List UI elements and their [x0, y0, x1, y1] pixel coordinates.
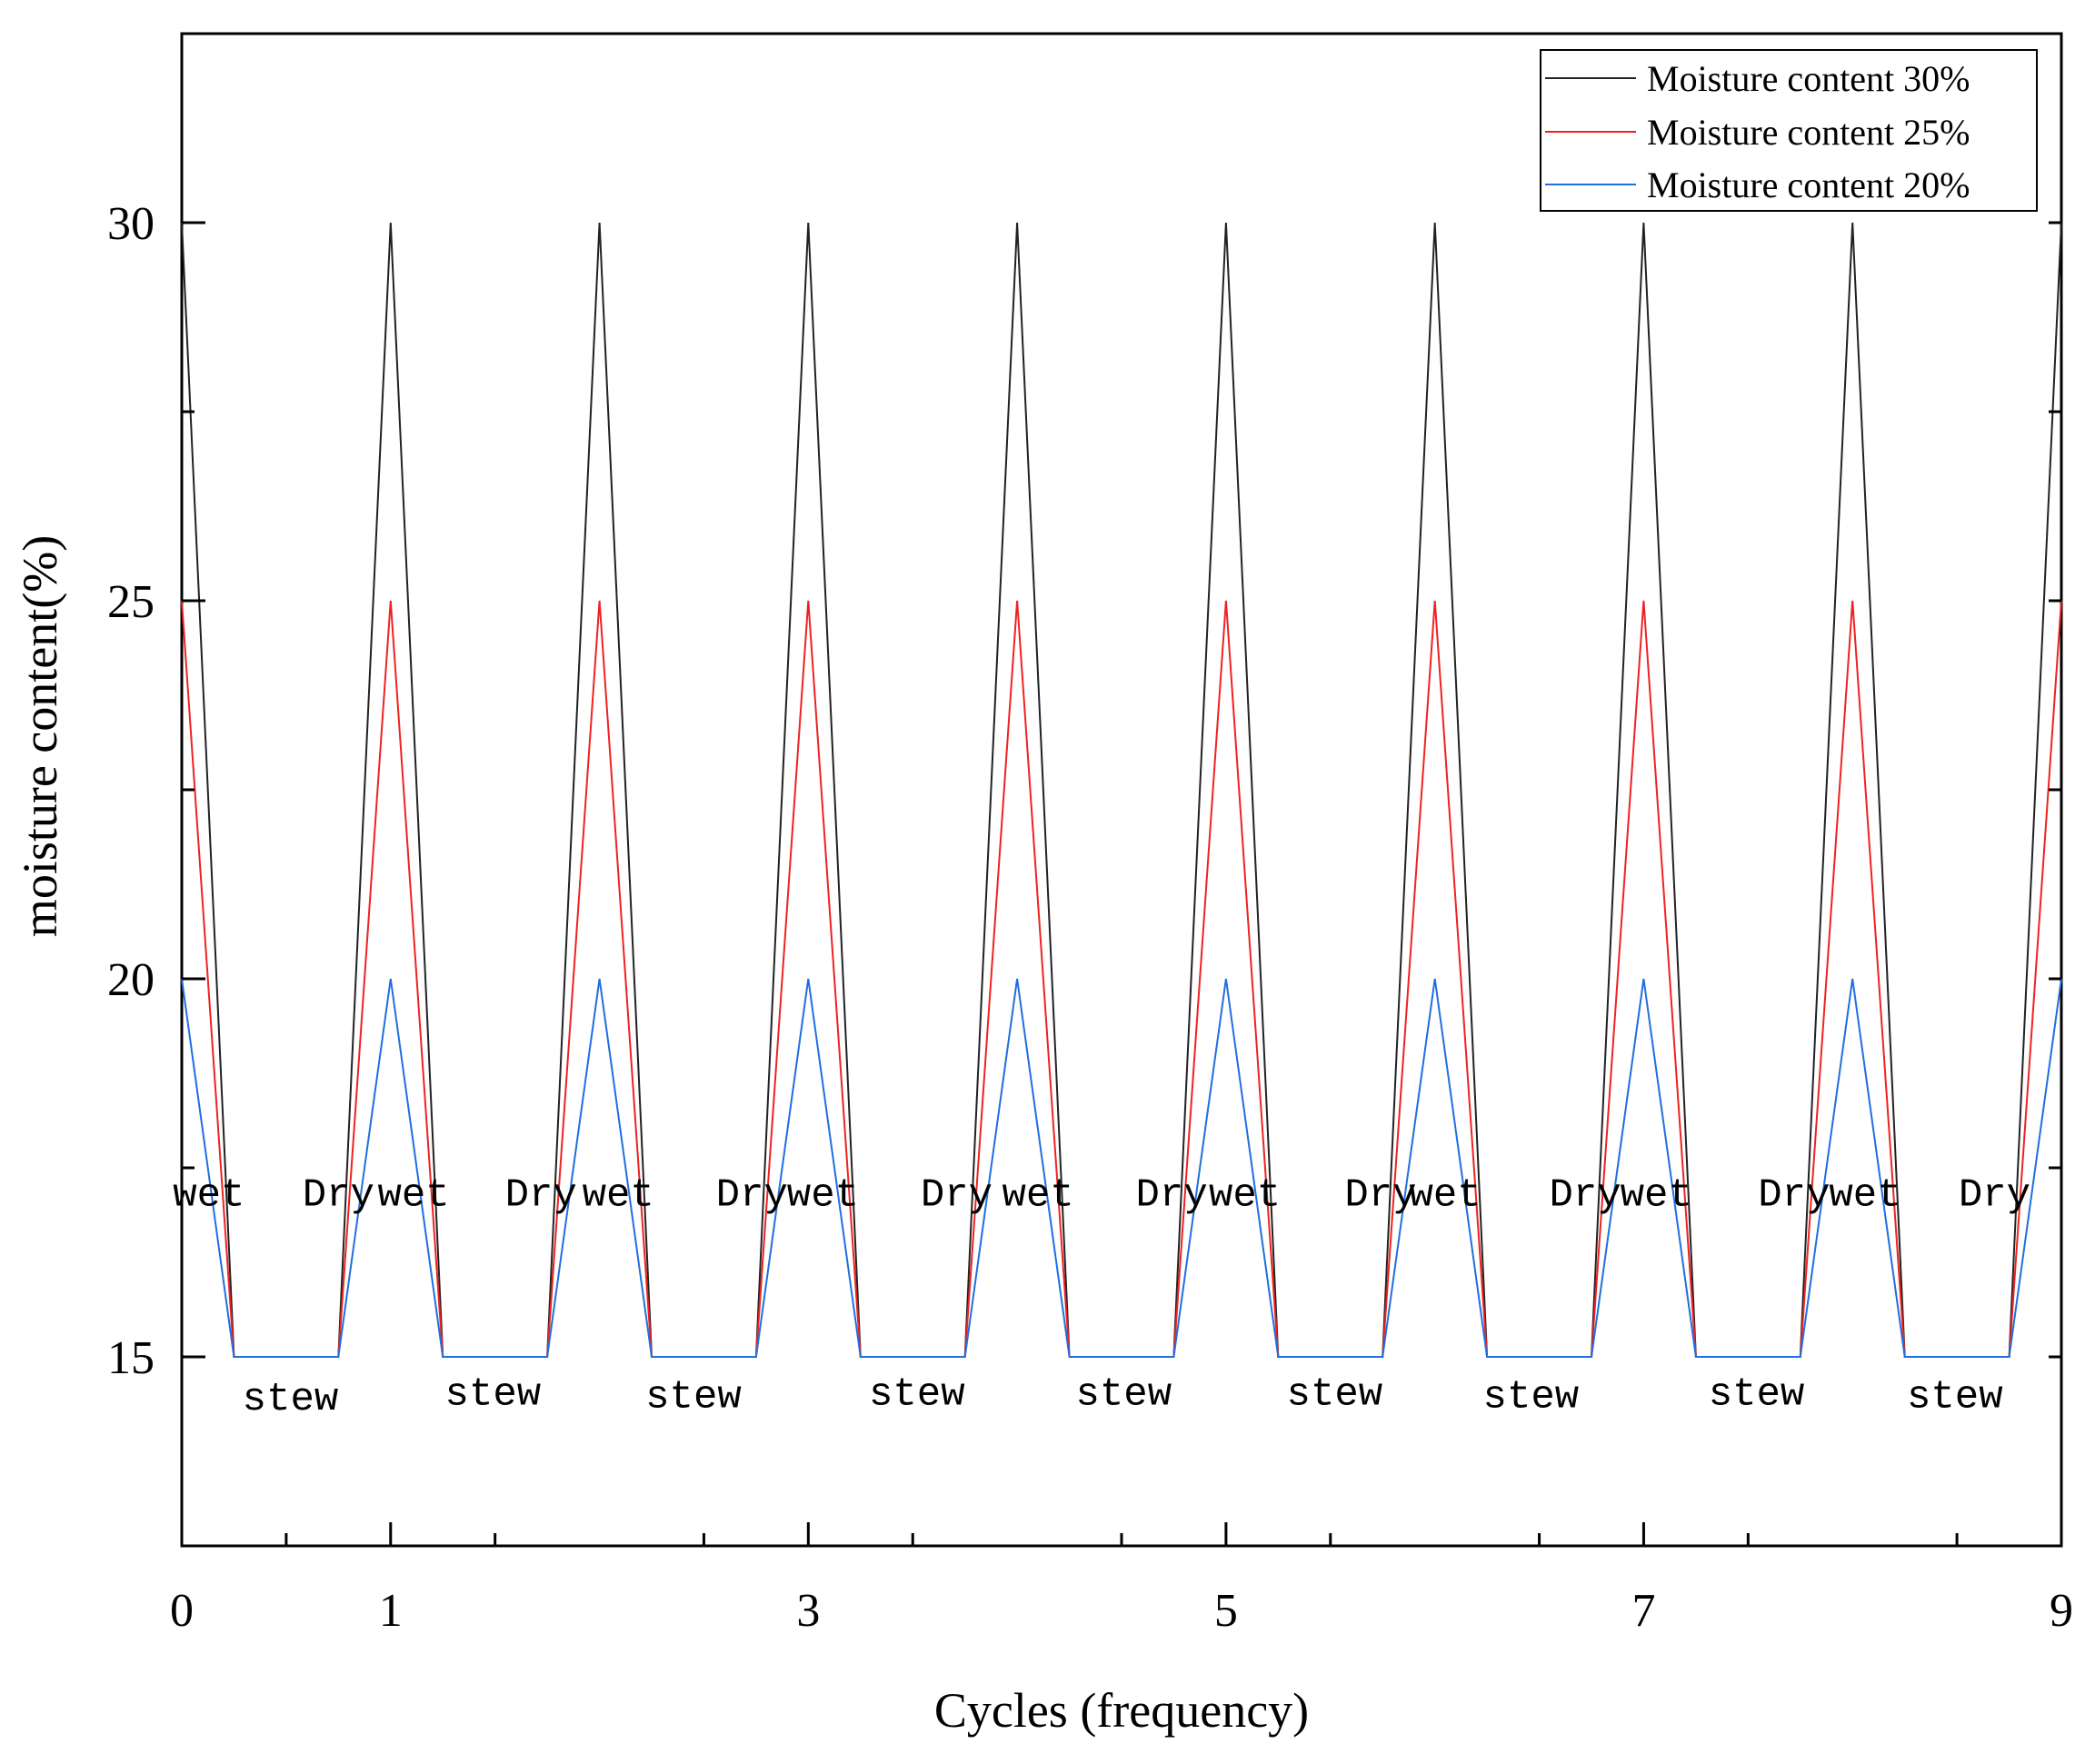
- phase-label-dry: Dry: [716, 1173, 788, 1219]
- series-line-1: [181, 600, 2062, 1358]
- phase-label-dry: Dry: [1959, 1173, 2030, 1219]
- x-tick-label-0: 0: [170, 1585, 194, 1637]
- series-layer: [181, 222, 2062, 1358]
- phase-label-wet: wet: [1002, 1173, 1073, 1219]
- phase-label-wet: wet: [1621, 1173, 1692, 1219]
- x-axis-title: Cycles (frequency): [934, 1683, 1309, 1738]
- phase-label-stew: stew: [1483, 1375, 1580, 1420]
- phase-label-stew: stew: [445, 1371, 542, 1417]
- plot-frame: [180, 32, 2063, 1548]
- phase-label-stew: stew: [869, 1371, 965, 1417]
- phase-label-wet: wet: [787, 1173, 859, 1219]
- x-tick-label-1: 1: [379, 1585, 403, 1637]
- phase-label-wet: wet: [1209, 1173, 1281, 1219]
- x-tick-label-9: 9: [2050, 1585, 2073, 1637]
- y-tick-label-20: 20: [107, 954, 155, 1006]
- legend-label-20: Moisture content 20%: [1647, 164, 1970, 205]
- phase-label-stew: stew: [1075, 1371, 1172, 1417]
- phase-label-stew: stew: [1287, 1371, 1383, 1417]
- phase-label-dry: Dry: [1344, 1173, 1416, 1219]
- ticks-layer: 0 1 3 5 7 9 15 20 25 30: [107, 198, 2073, 1637]
- phase-label-dry: Dry: [1549, 1173, 1621, 1219]
- phase-label-dry: Dry: [1136, 1173, 1208, 1219]
- phase-label-wet: wet: [377, 1173, 449, 1219]
- y-tick-label-25: 25: [107, 576, 155, 628]
- x-tick-label-7: 7: [1631, 1585, 1655, 1637]
- phase-label-dry: Dry: [1758, 1173, 1830, 1219]
- x-tick-label-5: 5: [1214, 1585, 1238, 1637]
- legend: Moisture content 30% Moisture content 25…: [1540, 49, 2038, 212]
- phase-label-dry: Dry: [921, 1173, 993, 1219]
- phase-label-dry: Dry: [505, 1173, 577, 1219]
- phase-label-stew: stew: [645, 1375, 742, 1420]
- phase-label-wet: wet: [1829, 1173, 1900, 1219]
- phase-label-stew: stew: [1709, 1371, 1805, 1417]
- y-axis-title: moisture content(%): [13, 535, 67, 937]
- y-tick-label-30: 30: [107, 198, 155, 250]
- phase-label-wet: wet: [173, 1173, 244, 1219]
- legend-label-25: Moisture content 25%: [1647, 112, 1970, 153]
- phase-label-wet: wet: [1410, 1173, 1481, 1219]
- phase-label-wet: wet: [583, 1173, 654, 1219]
- y-tick-label-15: 15: [107, 1332, 155, 1384]
- series-line-2: [181, 978, 2062, 1358]
- x-tick-label-3: 3: [796, 1585, 820, 1637]
- legend-label-30: Moisture content 30%: [1647, 58, 1970, 99]
- phase-label-stew: stew: [1907, 1375, 2003, 1420]
- phase-label-dry: Dry: [303, 1173, 374, 1219]
- phase-label-stew: stew: [243, 1377, 339, 1422]
